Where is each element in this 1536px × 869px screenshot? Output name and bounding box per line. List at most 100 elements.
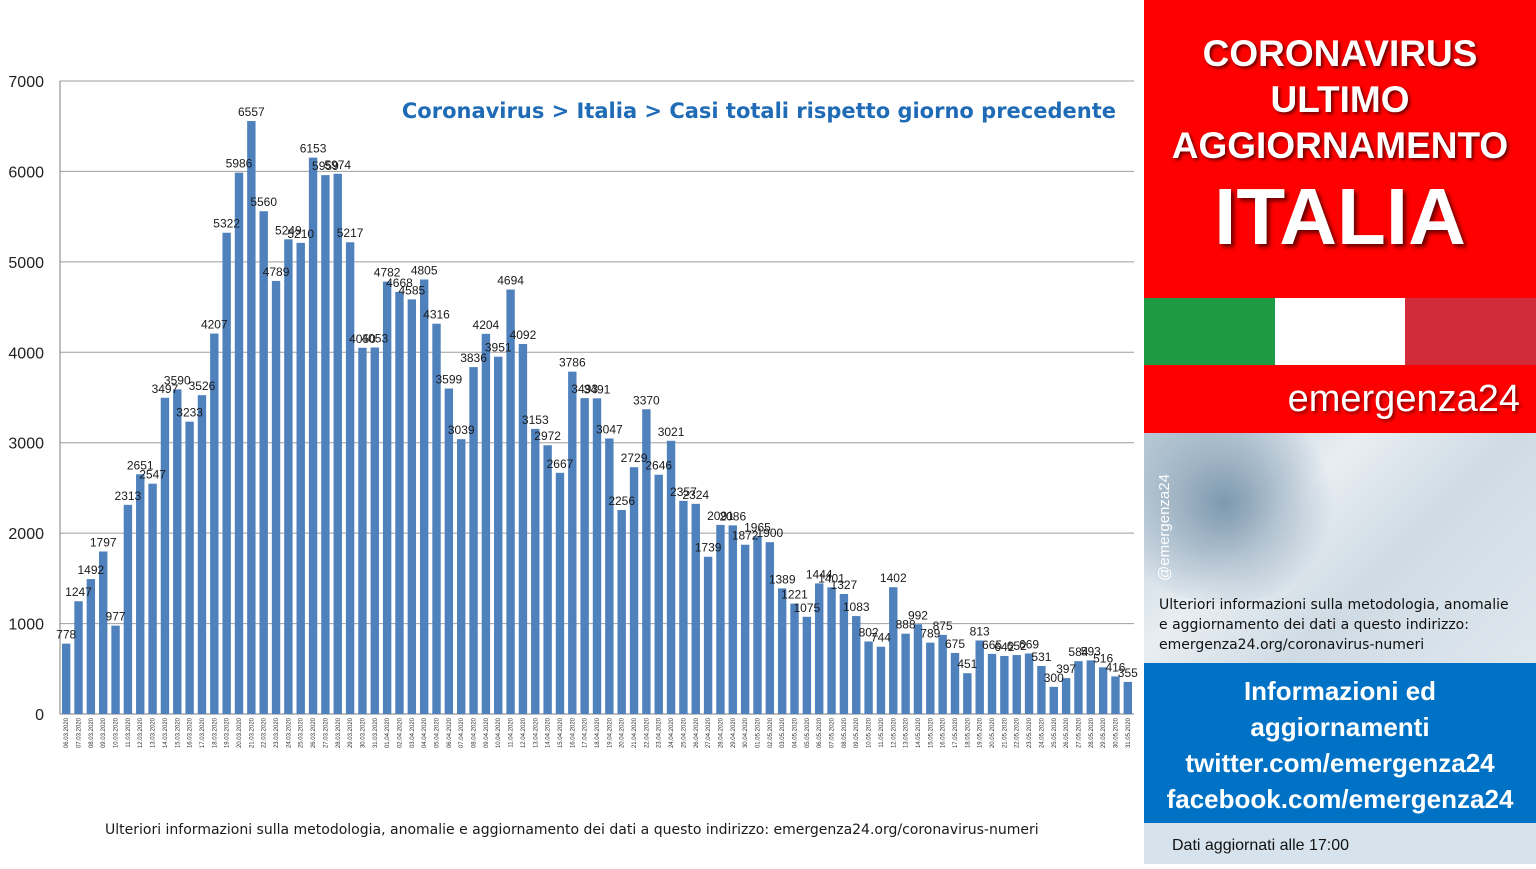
x-tick-label: 11.03.2020 <box>126 717 132 747</box>
x-tick-label: 26.03.2020 <box>311 717 317 748</box>
x-tick-label: 30.03.2020 <box>360 717 366 748</box>
photo-blur <box>1144 433 1344 603</box>
x-tick-label: 20.04.2020 <box>620 717 626 748</box>
chart-title: Coronavirus > Italia > Casi totali rispe… <box>402 99 1116 123</box>
data-label: 2547 <box>139 468 166 482</box>
social-box: Informazioni ed aggiornamenti twitter.co… <box>1144 663 1536 823</box>
data-label: 1389 <box>769 572 796 586</box>
x-tick-label: 08.03.2020 <box>89 717 95 748</box>
bar <box>247 121 256 714</box>
flag-green-stripe <box>1144 298 1275 365</box>
x-tick-label: 12.04.2020 <box>521 717 527 748</box>
data-label: 584 <box>1068 645 1088 659</box>
bar <box>210 333 219 714</box>
data-label: 4050 <box>349 332 376 346</box>
twitter-handle: @emergenza24 <box>1156 474 1173 581</box>
bar <box>889 587 898 714</box>
data-label: 5210 <box>287 227 314 241</box>
data-label: 1492 <box>78 563 105 577</box>
bar <box>444 388 454 714</box>
x-tick-label: 30.05.2020 <box>1113 717 1119 748</box>
data-label: 3153 <box>522 413 549 427</box>
x-tick-label: 07.05.2020 <box>830 717 836 748</box>
x-tick-label: 16.05.2020 <box>941 717 947 748</box>
bar <box>876 646 886 714</box>
bar <box>222 232 231 714</box>
bar <box>703 556 713 714</box>
x-tick-label: 04.05.2020 <box>793 717 799 748</box>
facebook-link[interactable]: facebook.com/emergenza24 <box>1166 784 1514 814</box>
x-tick-label: 15.05.2020 <box>928 717 934 748</box>
data-label: 744 <box>871 631 891 645</box>
data-label: 3493 <box>571 382 598 396</box>
data-label: 2324 <box>682 488 709 502</box>
bar <box>1024 653 1034 714</box>
x-tick-label: 27.03.2020 <box>323 717 329 748</box>
x-tick-label: 04.04.2020 <box>422 717 428 748</box>
x-tick-label: 08.05.2020 <box>842 717 848 748</box>
data-label: 5249 <box>275 223 302 237</box>
x-tick-label: 10.04.2020 <box>496 717 502 748</box>
x-tick-label: 17.04.2020 <box>583 717 589 748</box>
x-tick-label: 01.04.2020 <box>385 717 391 748</box>
data-label: 2357 <box>670 485 697 499</box>
brand-name: emergenza24 <box>1144 365 1536 433</box>
data-label: 778 <box>56 628 76 642</box>
x-tick-label: 14.05.2020 <box>916 717 922 748</box>
data-label: 669 <box>1019 638 1039 652</box>
data-label: 5217 <box>337 226 364 240</box>
x-tick-label: 28.04.2020 <box>718 717 724 748</box>
y-tick-label: 4000 <box>8 345 44 362</box>
bar <box>185 421 194 714</box>
bar <box>617 509 626 714</box>
x-tick-label: 02.04.2020 <box>397 717 403 748</box>
x-tick-label: 29.05.2020 <box>1101 717 1107 748</box>
bar <box>370 347 379 714</box>
x-tick-label: 31.03.2020 <box>373 717 379 748</box>
x-tick-label: 20.03.2020 <box>237 717 243 748</box>
data-label: 4207 <box>201 318 228 332</box>
data-label: 4782 <box>374 266 401 280</box>
y-tick-label: 6000 <box>8 164 44 181</box>
bar <box>1123 681 1133 714</box>
data-label: 3836 <box>460 351 487 365</box>
x-tick-label: 28.05.2020 <box>1089 717 1095 748</box>
x-tick-label: 29.03.2020 <box>348 717 354 748</box>
data-label: 3497 <box>152 382 179 396</box>
bar <box>642 409 651 714</box>
x-tick-label: 22.05.2020 <box>1015 717 1021 748</box>
y-tick-label: 5000 <box>8 255 44 272</box>
bar <box>716 524 725 714</box>
data-label: 3021 <box>658 425 685 439</box>
bar <box>1074 661 1083 714</box>
bar <box>852 616 861 714</box>
bar <box>160 397 170 714</box>
data-label: 4092 <box>510 328 537 342</box>
twitter-link[interactable]: twitter.com/emergenza24 <box>1185 748 1495 778</box>
x-tick-label: 28.03.2020 <box>336 717 342 748</box>
x-tick-label: 06.05.2020 <box>817 717 823 748</box>
more-info-link[interactable]: emergenza24.org/coronavirus-numeri <box>1159 637 1425 653</box>
flag-white-stripe <box>1274 298 1406 365</box>
bar <box>506 289 515 714</box>
bar <box>926 642 935 714</box>
x-tick-label: 05.04.2020 <box>435 717 441 748</box>
data-label: 593 <box>1081 644 1101 658</box>
y-tick-label: 7000 <box>8 74 44 91</box>
bar <box>592 398 602 714</box>
data-label: 2729 <box>621 451 648 465</box>
x-tick-label: 09.04.2020 <box>484 717 490 748</box>
data-label: 3370 <box>633 393 660 407</box>
data-label: 397 <box>1056 662 1076 676</box>
bar <box>790 603 799 714</box>
bar <box>975 640 984 714</box>
y-axis: 0 1000 2000 3000 4000 5000 6000 7000 <box>8 74 44 724</box>
bar-chart: 0 1000 2000 3000 4000 5000 6000 7000 778 1247 149… <box>8 74 1138 748</box>
bar <box>1049 686 1058 714</box>
more-info-line-2: e aggiornamento dei dati a questo indiri… <box>1159 617 1469 633</box>
data-label: 6557 <box>238 105 265 119</box>
bar <box>987 653 997 714</box>
x-tick-label: 17.05.2020 <box>953 717 959 748</box>
bar <box>568 371 577 714</box>
data-label: 516 <box>1093 651 1113 665</box>
